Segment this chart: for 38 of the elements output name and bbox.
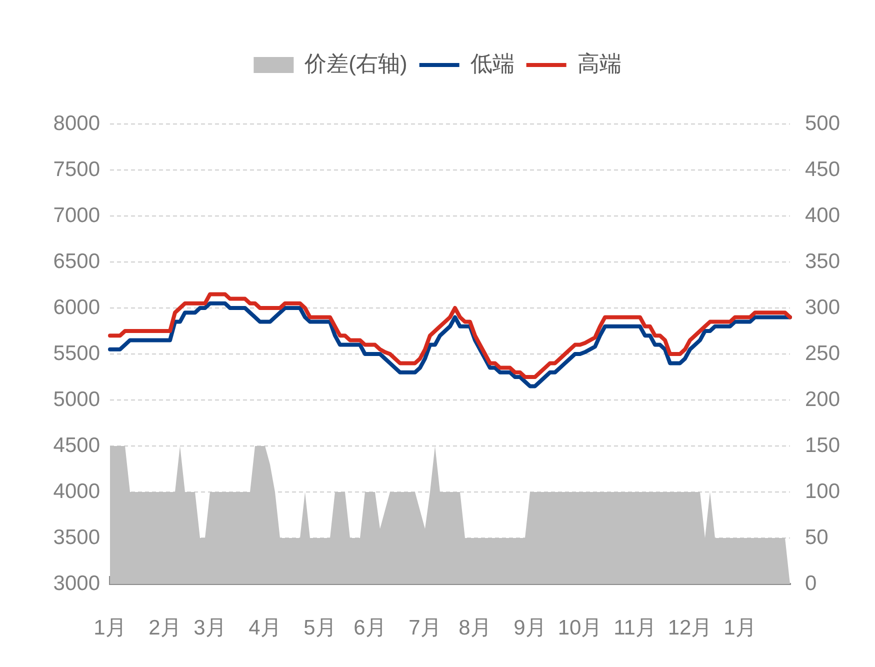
- y2-tick-label: 300: [805, 296, 840, 319]
- y2-tick-label: 0: [805, 572, 817, 595]
- x-tick-label: 3月: [194, 616, 226, 640]
- y2-tick-label: 500: [805, 112, 840, 135]
- y-tick-label: 6500: [53, 250, 100, 273]
- y-tick-label: 7500: [53, 158, 100, 181]
- x-tick-label: 7月: [408, 616, 442, 640]
- y2-tick-label: 50: [805, 526, 828, 549]
- x-tick-label: 1月: [94, 616, 126, 640]
- y2-tick-label: 150: [805, 434, 840, 457]
- x-tick-label: 9月: [514, 616, 546, 640]
- x-tick-label: 1月: [724, 616, 756, 640]
- y-tick-label: 3000: [53, 572, 100, 595]
- y-tick-label: 5500: [53, 342, 100, 365]
- x-tick-label: 10月: [558, 616, 602, 640]
- legend-label: 高端: [577, 51, 622, 76]
- legend-label: 低端: [470, 51, 514, 76]
- x-tick-label: 5月: [304, 616, 336, 640]
- x-tick-label: 4月: [248, 616, 282, 640]
- legend-label: 价差(右轴): [304, 51, 408, 76]
- y-tick-label: 4000: [53, 480, 100, 503]
- y2-tick-label: 200: [805, 388, 840, 411]
- x-tick-label: 6月: [354, 616, 386, 640]
- y-tick-label: 7000: [53, 204, 100, 227]
- y-tick-label: 4500: [53, 434, 100, 457]
- x-tick-label: 2月: [148, 616, 182, 640]
- x-tick-label: 11月: [614, 616, 656, 640]
- y2-tick-label: 250: [805, 342, 840, 365]
- y2-tick-label: 350: [805, 250, 840, 273]
- y-tick-label: 3500: [53, 526, 100, 549]
- y2-tick-label: 100: [805, 480, 840, 503]
- y-tick-label: 5000: [53, 388, 100, 411]
- y2-tick-label: 450: [805, 158, 840, 181]
- y2-tick-label: 400: [805, 204, 840, 227]
- x-tick-label: 12月: [668, 616, 712, 640]
- y-tick-label: 8000: [53, 112, 100, 135]
- y-tick-label: 6000: [53, 296, 100, 319]
- x-tick-label: 8月: [458, 616, 492, 640]
